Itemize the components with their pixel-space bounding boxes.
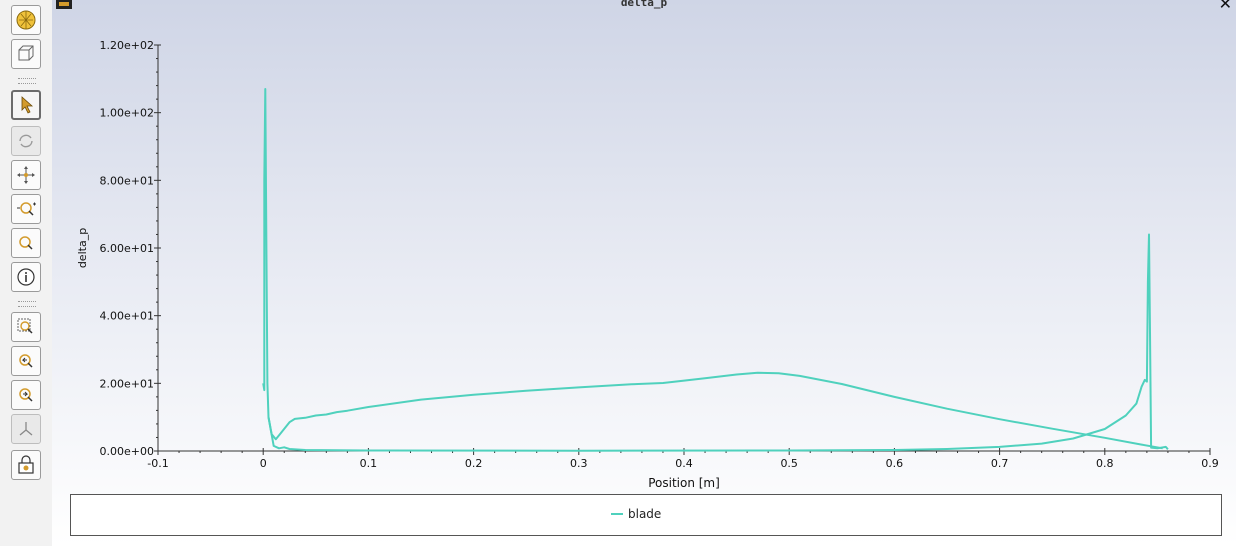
- close-button[interactable]: ✕: [1218, 0, 1232, 13]
- fit-to-window-icon: [16, 10, 36, 30]
- series-line-blade-0: [262, 88, 1163, 450]
- zoom-box-button[interactable]: [11, 312, 41, 342]
- x-tick-label: 0.3: [570, 457, 588, 470]
- y-tick-label: 1.00e+02: [100, 107, 154, 120]
- axes-icon: [19, 422, 33, 436]
- legend-label: blade: [628, 507, 662, 521]
- toolbar-separator: [18, 301, 36, 307]
- legend-swatch: [611, 513, 623, 515]
- zoom-in-out-button[interactable]: [11, 194, 41, 224]
- axes-button[interactable]: [11, 414, 41, 444]
- y-tick-label: 8.00e+01: [100, 174, 154, 187]
- x-tick-label: 0.1: [360, 457, 378, 470]
- plot-area[interactable]: delta_p ✕ 0.00e+00 2.00e+01 4.00e+01 6.00e+…: [52, 0, 1236, 546]
- lock-view-icon: [18, 455, 34, 474]
- fit-to-window-button[interactable]: [11, 5, 41, 35]
- zoom-in-out-icon: [17, 202, 36, 216]
- y-tick-label: 0.00e+00: [100, 445, 154, 458]
- x-tick-label: 0: [260, 457, 267, 470]
- y-tick-label: 6.00e+01: [100, 242, 154, 255]
- x-tick-label: 0.5: [780, 457, 798, 470]
- rotate-button[interactable]: [11, 126, 41, 156]
- pan-icon: [17, 166, 35, 184]
- legend: blade: [70, 494, 1222, 536]
- x-tick-label: 0.2: [465, 457, 483, 470]
- y-tick-label: 2.00e+01: [100, 377, 154, 390]
- x-tick-label: 0.4: [675, 457, 693, 470]
- select-arrow-icon: [21, 96, 34, 114]
- zoom-previous-button[interactable]: [11, 346, 41, 376]
- view-cube-button[interactable]: [11, 39, 41, 69]
- toolbar-separator: [18, 78, 36, 84]
- zoom-previous-icon: [19, 354, 33, 368]
- zoom-next-icon: [19, 388, 33, 402]
- y-axis-label: delta_p: [76, 228, 89, 268]
- x-tick-label: 0.9: [1201, 457, 1219, 470]
- rotate-icon: [19, 134, 33, 148]
- x-axis-label: Position [m]: [648, 476, 720, 490]
- legend-item-blade[interactable]: blade: [611, 507, 661, 521]
- zoom-box-icon: [17, 318, 33, 334]
- app-logo-icon: [56, 0, 72, 9]
- x-tick-label: -0.1: [147, 457, 168, 470]
- pan-button[interactable]: [11, 160, 41, 190]
- lock-view-button[interactable]: [11, 450, 41, 480]
- toolbar: [0, 0, 53, 546]
- zoom-icon: [19, 236, 33, 250]
- probe-info-button[interactable]: [11, 262, 41, 292]
- zoom-button[interactable]: [11, 228, 41, 258]
- y-tick-label: 4.00e+01: [100, 310, 154, 323]
- chart: 0.00e+00 2.00e+01 4.00e+01 6.00e+01 8.00e+01…: [76, 39, 1219, 490]
- x-tick-label: 0.8: [1096, 457, 1114, 470]
- probe-info-icon: [17, 268, 35, 286]
- select-button[interactable]: [11, 90, 41, 120]
- x-tick-label: 0.6: [886, 457, 904, 470]
- x-tick-label: 0.7: [991, 457, 1009, 470]
- series-line-blade-1: [267, 233, 1169, 452]
- view-cube-icon: [18, 45, 34, 61]
- y-tick-label: 1.20e+02: [100, 39, 154, 52]
- zoom-next-button[interactable]: [11, 380, 41, 410]
- plot-title: delta_p: [620, 0, 668, 9]
